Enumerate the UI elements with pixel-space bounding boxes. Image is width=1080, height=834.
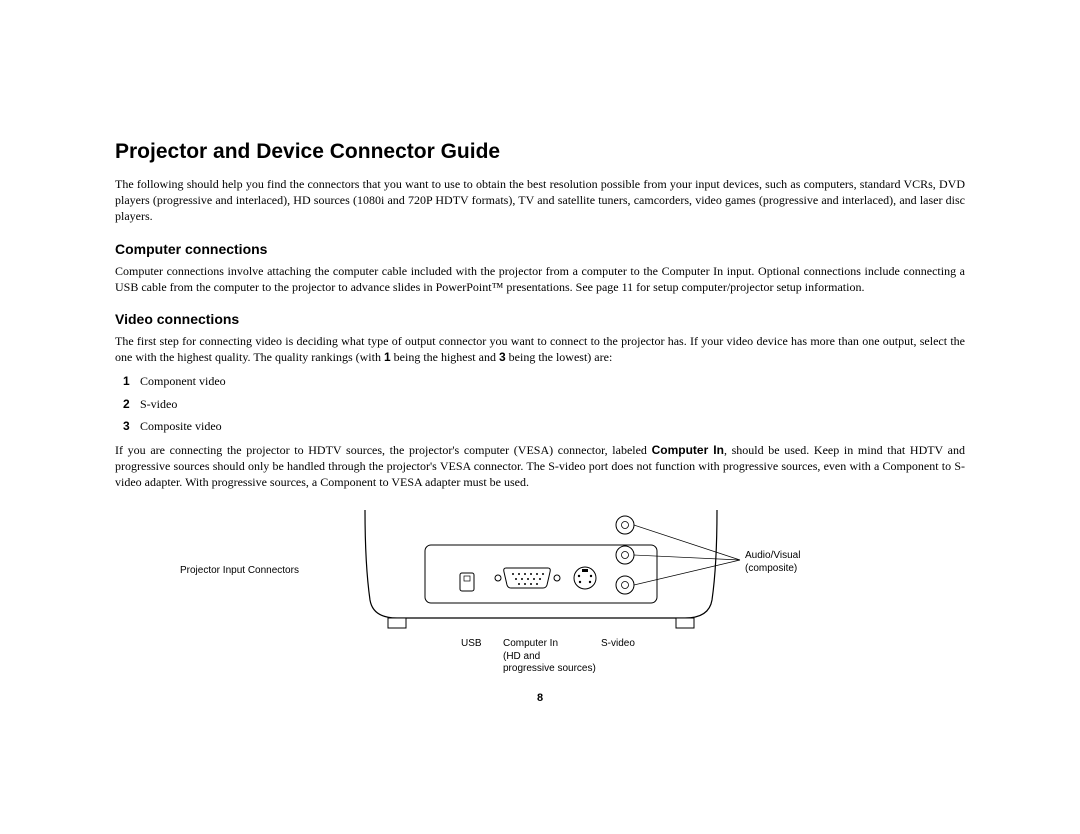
intro-paragraph: The following should help you find the c… — [115, 176, 965, 225]
label-usb: USB — [461, 638, 482, 651]
computer-heading: Computer connections — [115, 241, 965, 257]
label-computer-in: Computer In (HD and progressive sources) — [503, 638, 596, 676]
video-body-after: If you are connecting the projector to H… — [115, 442, 965, 491]
document-page: Projector and Device Connector Guide The… — [0, 0, 1080, 700]
list-num-3: 3 — [123, 418, 137, 434]
page-number: 8 — [0, 692, 1080, 704]
connector-diagram: Projector Input Connectors USB Computer … — [115, 510, 965, 700]
computer-body: Computer connections involve attaching t… — [115, 263, 965, 295]
list-num-2: 2 — [123, 396, 137, 412]
video-bold-1: 1 — [384, 350, 391, 364]
label-projector-connectors: Projector Input Connectors — [180, 565, 299, 578]
video-bold-3: Computer In — [652, 443, 724, 457]
video-body-span2: being the lowest) are: — [506, 350, 613, 364]
list-item: 2 S-video — [123, 396, 965, 412]
label-svideo: S-video — [601, 638, 635, 651]
video-body-1: The first step for connecting video is d… — [115, 333, 965, 365]
page-title: Projector and Device Connector Guide — [115, 140, 965, 164]
quality-ranking-list: 1 Component video 2 S-video 3 Composite … — [123, 373, 965, 434]
list-item: 3 Composite video — [123, 418, 965, 434]
list-text-1: Component video — [140, 374, 226, 388]
video-after-span1: If you are connecting the projector to H… — [115, 443, 652, 457]
video-heading: Video connections — [115, 311, 965, 327]
list-num-1: 1 — [123, 373, 137, 389]
label-audio-visual: Audio/Visual (composite) — [745, 550, 800, 575]
video-bold-2: 3 — [499, 350, 506, 364]
video-body-mid1: being the highest and — [391, 350, 499, 364]
list-item: 1 Component video — [123, 373, 965, 389]
list-text-3: Composite video — [140, 419, 222, 433]
list-text-2: S-video — [140, 397, 177, 411]
